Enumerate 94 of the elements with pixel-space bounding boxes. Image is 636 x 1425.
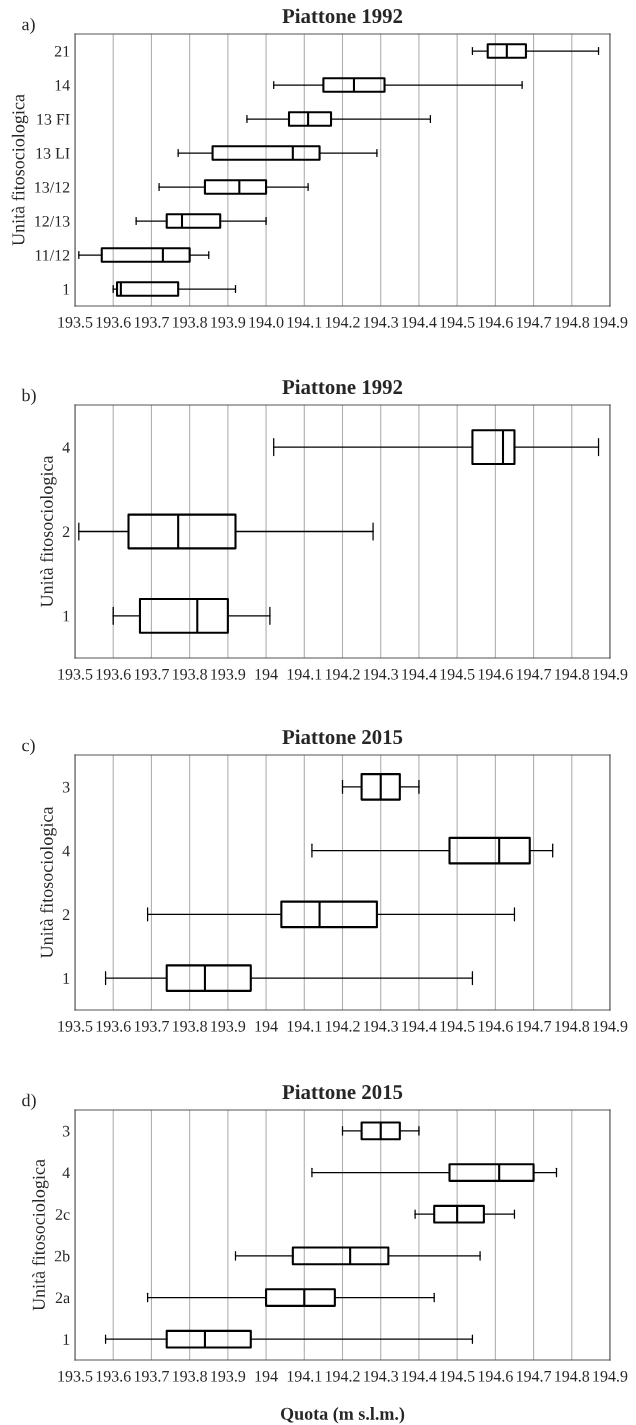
y-tick-label: 13 LI — [36, 147, 70, 159]
x-tick-label: 193.5 — [58, 316, 93, 328]
x-tick-label: 193.8 — [173, 1020, 207, 1032]
y-tick-label: 1 — [63, 284, 70, 295]
x-tick-label: 194.4 — [402, 316, 437, 328]
x-tick-label: 194.3 — [364, 1020, 399, 1032]
x-tick-label: 194.9 — [593, 1370, 628, 1382]
x-tick-label: 194.8 — [555, 668, 590, 680]
x-tick-label: 194.3 — [364, 316, 399, 328]
y-tick-label: 21 — [54, 45, 70, 57]
y-tick-label: 4 — [62, 845, 70, 857]
x-tick-label: 194.4 — [402, 1020, 437, 1032]
x-tick-label: 194 — [255, 1370, 278, 1382]
y-tick-label: 3 — [62, 781, 70, 793]
chart-title: Piattone 2015 — [282, 729, 403, 745]
x-tick-label: 194.6 — [478, 1370, 513, 1382]
x-tick-label: 194.9 — [593, 668, 628, 680]
x-tick-label: 193.5 — [58, 668, 93, 680]
y-tick-label: 14 — [55, 80, 70, 91]
x-tick-label: 194.5 — [440, 1370, 475, 1382]
y-tick-label: 13 FI — [37, 113, 70, 125]
x-tick-label: 194.5 — [440, 668, 475, 680]
x-tick-label: 193.8 — [173, 316, 207, 328]
x-tick-label: 194.5 — [440, 316, 475, 328]
x-tick-label: 194.1 — [287, 316, 322, 328]
x-tick-label: 194.2 — [325, 668, 360, 680]
y-tick-label: 2 — [62, 909, 70, 920]
x-tick-label: 194.4 — [402, 668, 437, 680]
x-tick-label: 194.7 — [517, 1020, 552, 1032]
x-tick-label: 193.5 — [58, 1370, 93, 1382]
x-tick-label: 193.7 — [134, 1370, 169, 1382]
x-tick-label: 194 — [255, 668, 278, 680]
x-tick-label: 193.6 — [96, 668, 131, 680]
chart-title: Piattone 1992 — [282, 8, 403, 24]
x-tick-label: 194.6 — [478, 668, 513, 680]
y-axis-title: Unità fitosociologica — [39, 455, 57, 608]
x-tick-label: 194.1 — [287, 668, 322, 680]
x-tick-label: 193.7 — [134, 668, 169, 680]
y-tick-label: 2a — [55, 1292, 70, 1304]
x-tick-label: 194.0 — [249, 316, 284, 328]
x-axis-title: Quota (m s.l.m.) — [280, 1407, 405, 1424]
x-tick-label: 193.5 — [58, 1020, 93, 1032]
y-tick-label: 1 — [63, 973, 70, 984]
y-tick-label: 2b — [54, 1250, 70, 1262]
x-tick-label: 193.6 — [96, 1370, 131, 1382]
y-tick-label: 3 — [62, 1125, 70, 1137]
x-tick-label: 194.4 — [402, 1370, 437, 1382]
y-tick-label: 13/12 — [35, 181, 70, 193]
y-tick-label: 4 — [62, 1167, 70, 1179]
text: a) — [22, 17, 35, 34]
x-tick-label: 194.7 — [517, 668, 552, 680]
x-tick-label: 193.6 — [96, 1020, 131, 1032]
y-tick-label: 2 — [62, 526, 70, 538]
x-tick-label: 194.7 — [517, 1370, 552, 1382]
x-tick-label: 194.3 — [364, 668, 399, 680]
x-tick-label: 193.6 — [96, 316, 131, 328]
y-tick-label: 11/12 — [35, 249, 70, 261]
chart-title: Piattone 1992 — [282, 379, 403, 395]
x-tick-label: 194.1 — [287, 1370, 322, 1382]
x-tick-label: 194.8 — [555, 316, 590, 328]
y-axis-title: Unità fitosociologica — [39, 806, 57, 959]
text: b) — [21, 388, 36, 405]
text: c) — [22, 738, 35, 755]
x-tick-label: 194.1 — [287, 1020, 322, 1032]
x-tick-label: 194.9 — [593, 316, 628, 328]
y-tick-label: 4 — [62, 442, 70, 453]
x-tick-label: 193.9 — [211, 1370, 246, 1382]
chart-title: Piattone 2015 — [282, 1084, 403, 1100]
x-tick-label: 194.2 — [325, 316, 360, 328]
x-tick-label: 194.7 — [517, 316, 552, 328]
text: d) — [22, 1093, 36, 1110]
x-tick-label: 194.6 — [478, 316, 513, 328]
x-tick-label: 193.9 — [211, 316, 246, 328]
x-tick-label: 193.7 — [134, 316, 169, 328]
x-tick-label: 194.9 — [593, 1020, 628, 1032]
x-tick-label: 194.5 — [440, 1020, 475, 1032]
y-axis-title: Unità fitosociologica — [32, 1159, 49, 1311]
x-tick-label: 193.9 — [211, 668, 246, 680]
x-tick-label: 193.8 — [173, 1370, 207, 1382]
y-tick-label: 1 — [63, 610, 70, 622]
x-tick-label: 194.3 — [364, 1370, 399, 1382]
x-tick-label: 194 — [255, 1020, 278, 1032]
x-tick-label: 193.8 — [173, 668, 207, 680]
x-tick-label: 193.9 — [211, 1020, 246, 1032]
x-tick-label: 194.2 — [325, 1370, 360, 1382]
y-tick-label: 12/13 — [35, 215, 70, 227]
y-axis-title: Unità fitosociologica — [11, 94, 29, 246]
x-tick-label: 194.8 — [555, 1020, 590, 1032]
y-tick-label: 1 — [63, 1334, 70, 1345]
x-tick-label: 194.2 — [325, 1020, 360, 1032]
x-tick-label: 194.6 — [478, 1020, 513, 1032]
y-tick-label: 2c — [55, 1209, 70, 1220]
x-tick-label: 194.8 — [555, 1370, 590, 1382]
x-tick-label: 193.7 — [134, 1020, 169, 1032]
